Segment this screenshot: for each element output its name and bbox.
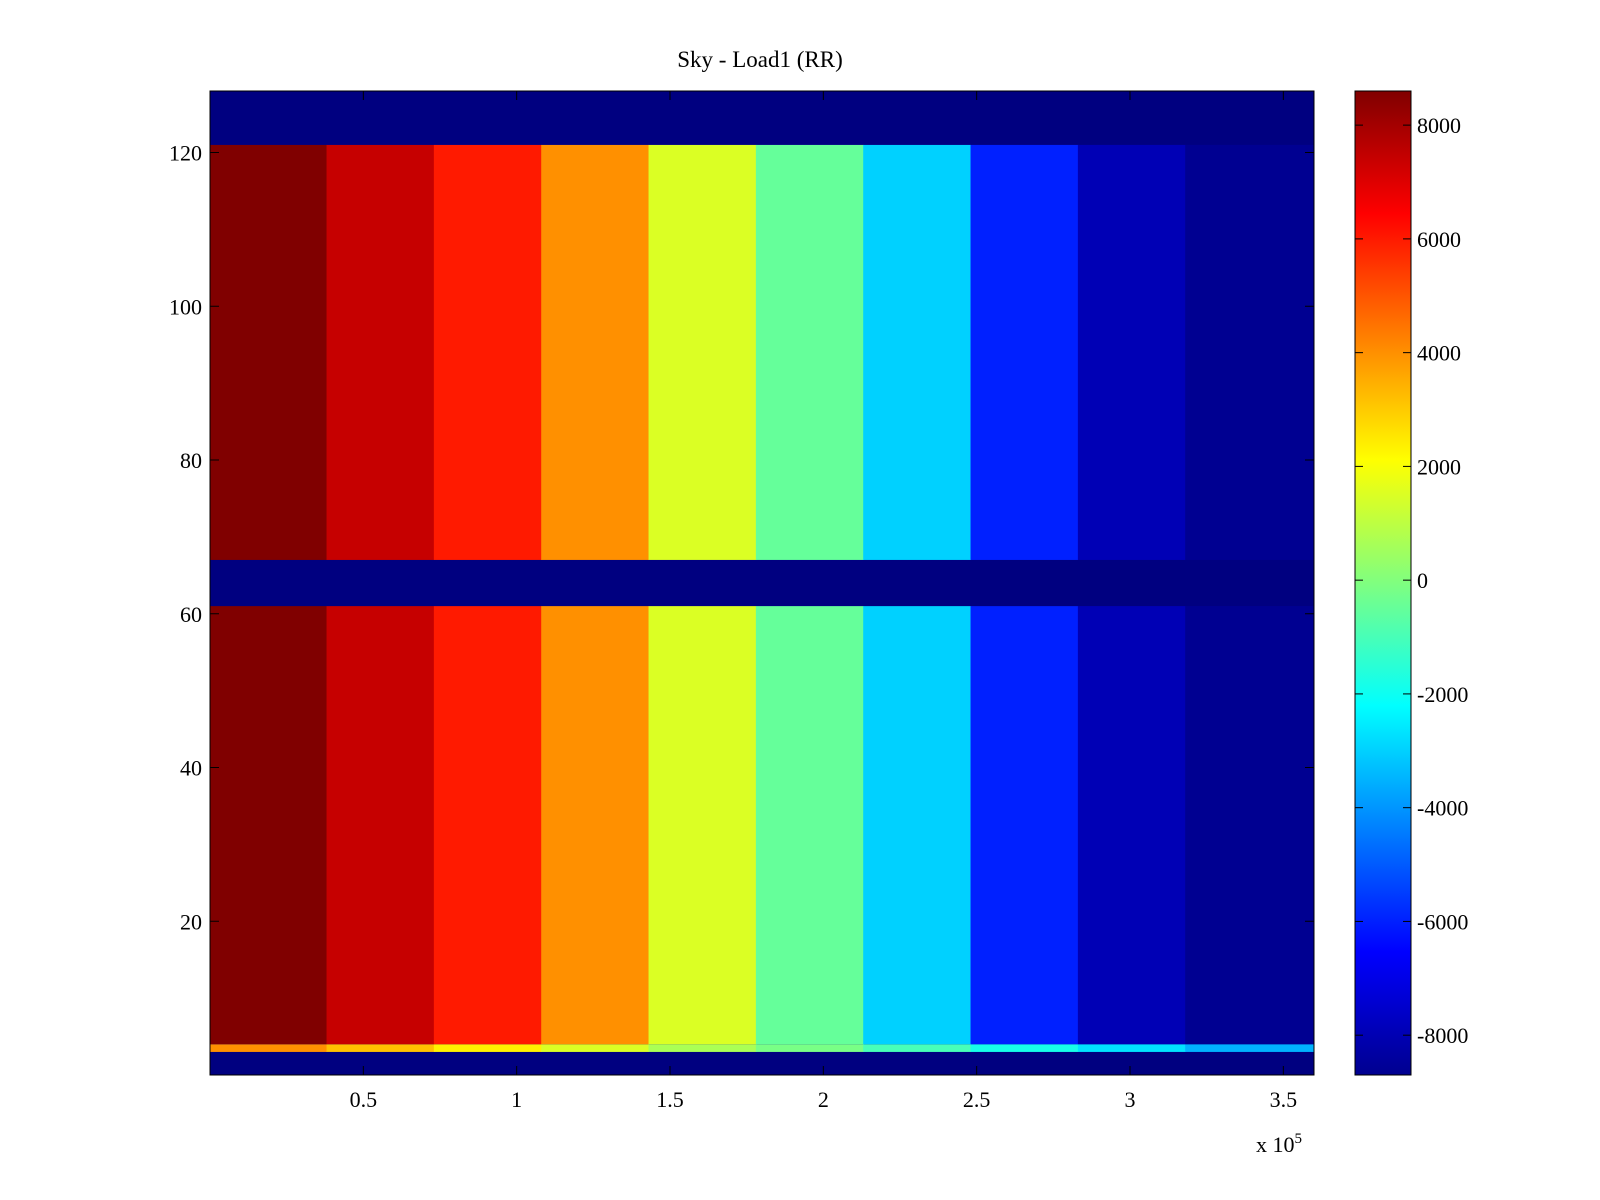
heatmap-cell-4-3	[541, 144, 650, 560]
heatmap-row-5	[210, 91, 1314, 145]
colorbar-tick-label: 8000	[1417, 113, 1461, 138]
heatmap-cell-1-8	[1077, 1044, 1186, 1052]
heatmap-cell-2-9	[1185, 606, 1315, 1045]
y-tick-label: 40	[180, 756, 202, 781]
x-exponent-label: x 105	[1256, 1131, 1302, 1157]
x-exponent-base: x 10	[1256, 1132, 1295, 1157]
heatmap-cell-1-3	[541, 1044, 650, 1052]
plot-frame	[209, 90, 1315, 1076]
x-axis: 0.5 1 1.5 2 2.5 3 3.5	[350, 91, 1298, 1112]
colorbar-tick-label: -4000	[1417, 796, 1468, 821]
heatmap-cell-1-1	[326, 1044, 435, 1052]
chart-title: Sky - Load1 (RR)	[677, 47, 842, 72]
colorbar-tick-label: -8000	[1417, 1023, 1468, 1048]
heatmap-cell-2-0	[210, 606, 328, 1045]
heatmap-cell-2-4	[648, 606, 757, 1045]
heatmap-cell-4-9	[1185, 144, 1315, 560]
heatmap-cell-1-7	[970, 1044, 1079, 1052]
x-tick-label: 0.5	[350, 1087, 378, 1112]
heatmap-cells	[210, 91, 1315, 1075]
colorbar-gradient	[1354, 90, 1412, 1076]
x-tick-label: 2.5	[963, 1087, 991, 1112]
colorbar-tick-label: 2000	[1417, 454, 1461, 479]
heatmap-cell-2-3	[541, 606, 650, 1045]
heatmap-cell-4-5	[755, 144, 864, 560]
heatmap-cell-4-0	[210, 144, 328, 560]
heatmap-cell-4-4	[648, 144, 757, 560]
heatmap-cell-1-9	[1185, 1044, 1315, 1052]
heatmap-cell-1-2	[433, 1044, 542, 1052]
y-tick-label: 120	[169, 141, 202, 166]
heatmap-cell-4-2	[433, 144, 542, 560]
heatmap-row-3	[210, 559, 1314, 607]
colorbar-tick-label: -6000	[1417, 909, 1468, 934]
colorbar: 8000 6000 4000 2000 0 -2000 -4000 -6000 -8000	[1354, 90, 1468, 1076]
y-tick-label: 60	[180, 602, 202, 627]
heatmap-cell-2-2	[433, 606, 542, 1045]
x-tick-label: 2	[818, 1087, 829, 1112]
heatmap-plot: 0.5 1 1.5 2 2.5 3 3.5 20 40 60 80 100 120 x 105	[169, 90, 1315, 1157]
y-axis: 20 40 60 80 100 120	[169, 141, 1314, 934]
x-tick-label: 3	[1125, 1087, 1136, 1112]
heatmap-cell-2-1	[326, 606, 435, 1045]
heatmap-cell-2-5	[755, 606, 864, 1045]
heatmap-cell-1-5	[755, 1044, 864, 1052]
heatmap-cell-2-6	[863, 606, 972, 1045]
heatmap-row-0	[210, 1051, 1314, 1075]
heatmap-cell-2-8	[1077, 606, 1186, 1045]
heatmap-cell-1-6	[863, 1044, 972, 1052]
heatmap-cell-4-8	[1077, 144, 1186, 560]
colorbar-ticks: 8000 6000 4000 2000 0 -2000 -4000 -6000 -8000	[1355, 113, 1468, 1048]
x-tick-label: 1	[511, 1087, 522, 1112]
colorbar-tick-label: 6000	[1417, 227, 1461, 252]
heatmap-cell-4-7	[970, 144, 1079, 560]
x-tick-label: 1.5	[656, 1087, 684, 1112]
colorbar-tick-label: 0	[1417, 568, 1428, 593]
x-exponent-power: 5	[1295, 1131, 1303, 1147]
heatmap-cell-1-4	[648, 1044, 757, 1052]
y-tick-label: 80	[180, 448, 202, 473]
y-tick-label: 100	[169, 294, 202, 319]
heatmap-cell-1-0	[210, 1044, 328, 1052]
x-tick-label: 3.5	[1270, 1087, 1298, 1112]
colorbar-tick-label: 4000	[1417, 341, 1461, 366]
heatmap-cell-4-6	[863, 144, 972, 560]
heatmap-cell-2-7	[970, 606, 1079, 1045]
heatmap-cell-4-1	[326, 144, 435, 560]
colorbar-tick-label: -2000	[1417, 682, 1468, 707]
y-tick-label: 20	[180, 909, 202, 934]
